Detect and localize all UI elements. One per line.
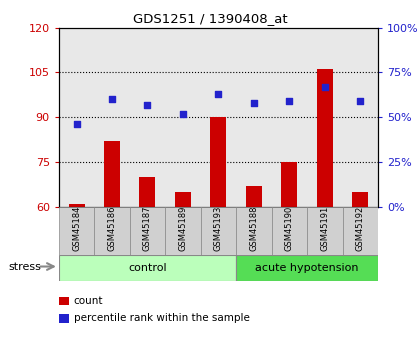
Bar xyxy=(94,207,130,255)
Point xyxy=(180,111,186,117)
Bar xyxy=(246,186,262,207)
Text: GSM45186: GSM45186 xyxy=(108,206,116,252)
Text: count: count xyxy=(74,296,103,306)
Bar xyxy=(236,255,378,281)
Text: GSM45187: GSM45187 xyxy=(143,206,152,252)
Point xyxy=(250,100,257,106)
Bar xyxy=(281,162,297,207)
Text: GSM45188: GSM45188 xyxy=(249,206,258,252)
Text: GSM45192: GSM45192 xyxy=(356,206,365,252)
Text: percentile rank within the sample: percentile rank within the sample xyxy=(74,314,249,323)
Text: control: control xyxy=(128,263,167,273)
Text: GSM45189: GSM45189 xyxy=(178,206,187,252)
Bar xyxy=(59,255,236,281)
Text: GDS1251 / 1390408_at: GDS1251 / 1390408_at xyxy=(133,12,287,25)
Point xyxy=(109,97,116,102)
Bar xyxy=(236,207,272,255)
Bar xyxy=(317,69,333,207)
Point xyxy=(286,98,293,104)
Bar xyxy=(201,207,236,255)
Text: stress: stress xyxy=(8,263,41,272)
Point xyxy=(215,91,222,97)
Bar xyxy=(59,207,94,255)
Bar xyxy=(272,207,307,255)
Bar xyxy=(139,177,155,207)
Text: acute hypotension: acute hypotension xyxy=(255,263,359,273)
Point xyxy=(73,122,80,127)
Bar xyxy=(352,192,368,207)
Point xyxy=(321,84,328,90)
Text: GSM45184: GSM45184 xyxy=(72,206,81,252)
Bar xyxy=(343,207,378,255)
Point xyxy=(144,102,151,108)
Bar xyxy=(130,207,165,255)
Text: GSM45193: GSM45193 xyxy=(214,206,223,252)
Bar xyxy=(175,192,191,207)
Bar xyxy=(210,117,226,207)
Bar xyxy=(165,207,201,255)
Point xyxy=(357,98,364,104)
Bar xyxy=(68,204,84,207)
Text: GSM45191: GSM45191 xyxy=(320,206,329,252)
Bar xyxy=(104,141,120,207)
Text: GSM45190: GSM45190 xyxy=(285,206,294,252)
Bar xyxy=(307,207,343,255)
